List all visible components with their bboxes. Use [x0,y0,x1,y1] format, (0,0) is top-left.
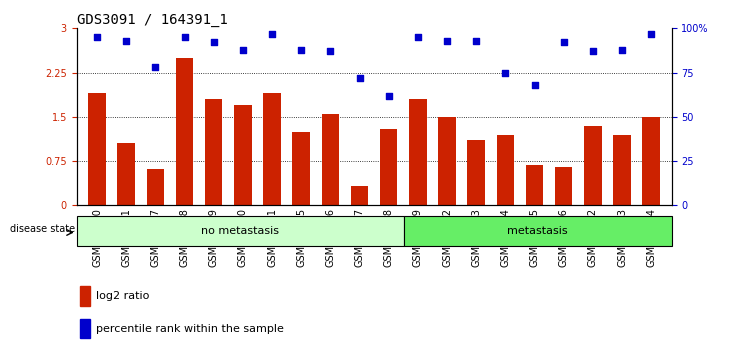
Text: percentile rank within the sample: percentile rank within the sample [96,324,283,333]
Bar [409,99,426,205]
Bar [526,165,543,205]
Bar [118,143,135,205]
Point [470,38,482,44]
Point [558,40,569,45]
Bar [264,93,281,205]
Bar [80,286,91,306]
Text: GDS3091 / 164391_1: GDS3091 / 164391_1 [77,13,228,27]
Point [587,48,599,54]
Text: no metastasis: no metastasis [201,226,280,236]
Bar [380,129,397,205]
Bar [467,141,485,205]
Point [208,40,220,45]
Bar [176,58,193,205]
Point [499,70,511,75]
Point [91,34,103,40]
Point [325,48,337,54]
Text: metastasis: metastasis [507,226,568,236]
Bar [642,117,660,205]
Bar [584,126,602,205]
Bar [147,169,164,205]
Bar [351,187,369,205]
Bar [205,99,223,205]
Point [120,38,132,44]
Point [296,47,307,52]
Bar [322,114,339,205]
Point [529,82,540,88]
Bar [555,167,572,205]
Point [616,47,628,52]
Point [354,75,366,81]
Point [179,34,191,40]
Point [441,38,453,44]
Bar [234,105,252,205]
Bar [613,135,631,205]
Point [150,64,161,70]
Text: log2 ratio: log2 ratio [96,291,149,301]
Point [266,31,278,36]
Bar [496,135,514,205]
Point [237,47,249,52]
Bar [438,117,456,205]
Bar [80,319,91,338]
Bar [88,93,106,205]
Point [645,31,657,36]
Point [383,93,394,98]
Text: disease state: disease state [9,224,74,234]
Point [412,34,423,40]
Bar [293,132,310,205]
